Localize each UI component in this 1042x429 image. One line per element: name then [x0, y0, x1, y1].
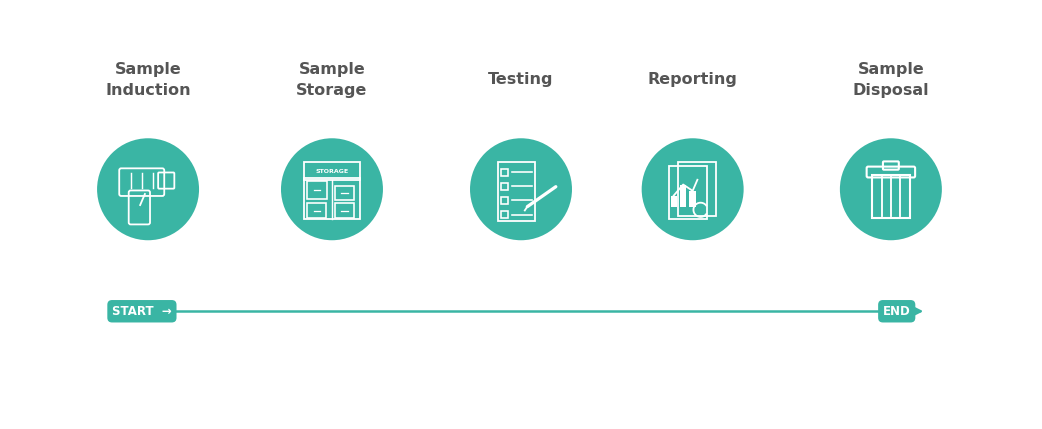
Text: Sample
Disposal: Sample Disposal	[852, 62, 929, 98]
Text: STORAGE: STORAGE	[316, 169, 348, 174]
Circle shape	[642, 138, 744, 240]
Bar	[690, 191, 696, 207]
Text: START  →: START →	[113, 305, 172, 318]
FancyBboxPatch shape	[678, 163, 716, 216]
Circle shape	[840, 138, 942, 240]
Text: Reporting: Reporting	[648, 73, 738, 88]
Bar	[680, 184, 687, 207]
Circle shape	[97, 138, 199, 240]
Text: Sample
Induction: Sample Induction	[105, 62, 191, 98]
Text: END: END	[883, 305, 911, 318]
Text: Sample
Storage: Sample Storage	[296, 62, 368, 98]
Text: Testing: Testing	[489, 73, 553, 88]
Bar	[670, 196, 677, 207]
Circle shape	[470, 138, 572, 240]
Circle shape	[281, 138, 383, 240]
